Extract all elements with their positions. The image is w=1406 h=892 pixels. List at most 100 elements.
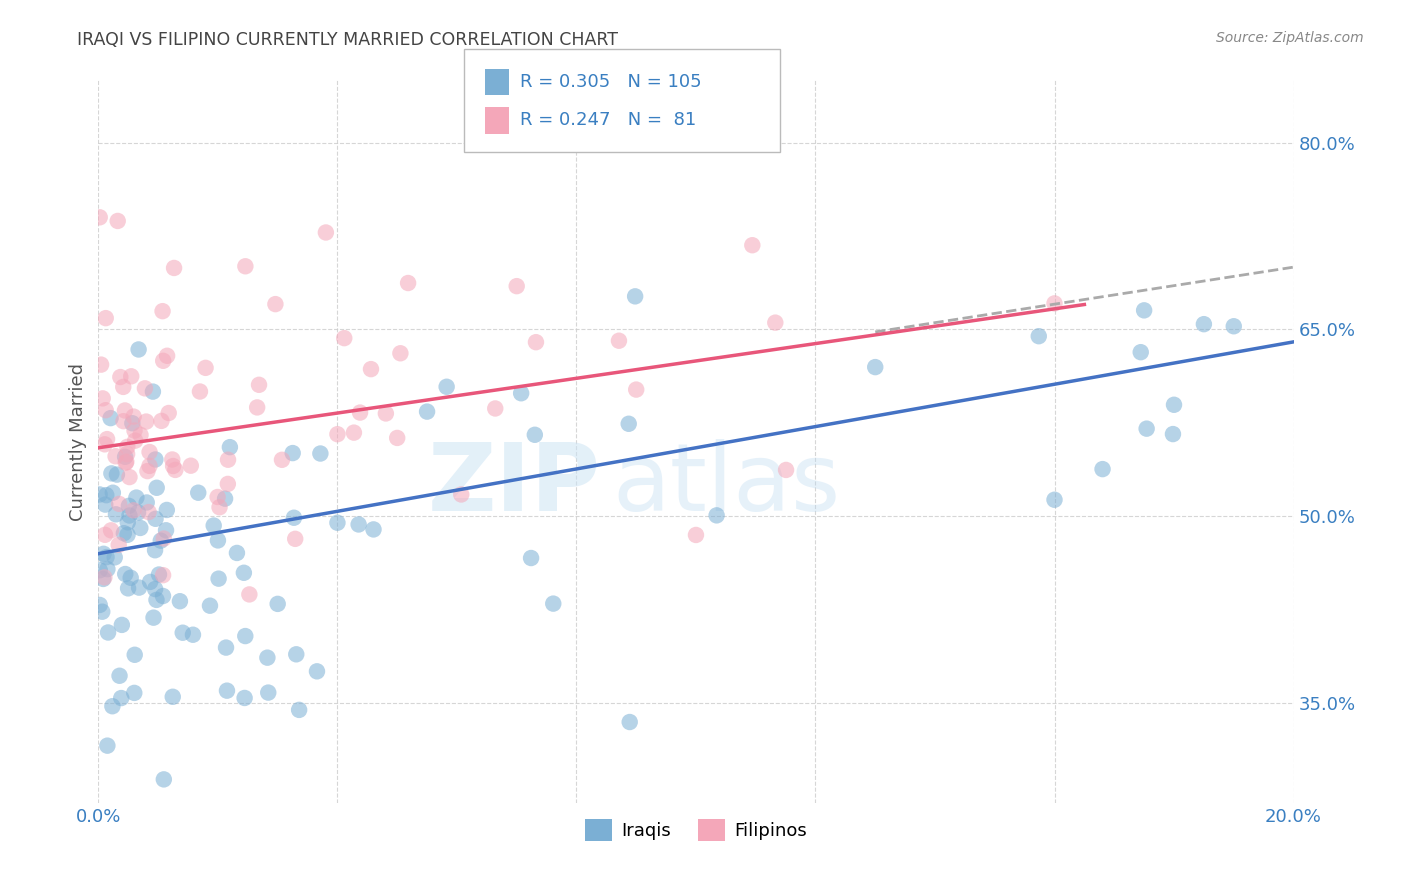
Point [207, 572, 229, 586]
Point [1028, 329, 1050, 343]
Point [288, 703, 311, 717]
Point [226, 546, 249, 560]
Point [96, 432, 118, 446]
Point [309, 446, 332, 460]
Point [257, 685, 280, 699]
Point [96, 488, 118, 502]
Point [156, 349, 179, 363]
Point [94, 528, 117, 542]
Point [143, 543, 166, 558]
Point [100, 524, 122, 538]
Point [107, 538, 129, 552]
Point [124, 686, 146, 700]
Point [619, 714, 641, 729]
Point [114, 456, 136, 470]
Point [97, 625, 120, 640]
Point [90, 358, 112, 372]
Point [326, 516, 349, 530]
Point [207, 490, 229, 504]
Point [543, 597, 565, 611]
Point [115, 447, 138, 461]
Point [100, 411, 122, 425]
Point [232, 566, 254, 580]
Point [121, 416, 143, 430]
Point [264, 297, 287, 311]
Point [389, 346, 412, 360]
Text: atlas: atlas [613, 439, 841, 531]
Point [142, 610, 165, 624]
Point [134, 381, 156, 395]
Point [162, 690, 184, 704]
Point [162, 458, 184, 473]
Point [129, 521, 152, 535]
Point [624, 289, 647, 303]
Point [100, 467, 122, 481]
Point [94, 403, 117, 417]
Point [256, 650, 278, 665]
Point [436, 380, 458, 394]
Point [685, 528, 707, 542]
Point [396, 276, 419, 290]
Point [215, 640, 238, 655]
Point [117, 516, 139, 530]
Point [91, 392, 114, 406]
Point [155, 523, 177, 537]
Point [152, 589, 174, 603]
Point [152, 304, 174, 318]
Point [775, 463, 797, 477]
Point [1136, 422, 1159, 436]
Point [145, 481, 167, 495]
Point [285, 648, 308, 662]
Point [128, 581, 150, 595]
Point [214, 491, 236, 506]
Point [93, 437, 115, 451]
Point [89, 487, 111, 501]
Point [1223, 319, 1246, 334]
Point [741, 238, 763, 252]
Point [139, 574, 162, 589]
Point [360, 362, 382, 376]
Point [110, 370, 132, 384]
Point [122, 409, 145, 424]
Point [305, 665, 328, 679]
Text: ZIP: ZIP [427, 439, 600, 531]
Point [524, 335, 547, 350]
Point [520, 551, 543, 566]
Text: IRAQI VS FILIPINO CURRENTLY MARRIED CORRELATION CHART: IRAQI VS FILIPINO CURRENTLY MARRIED CORR… [77, 31, 619, 49]
Point [374, 407, 396, 421]
Point [94, 498, 117, 512]
Point [156, 503, 179, 517]
Point [111, 618, 134, 632]
Point [101, 485, 124, 500]
Point [112, 526, 135, 541]
Point [271, 452, 294, 467]
Point [198, 599, 221, 613]
Point [187, 485, 209, 500]
Point [96, 550, 118, 565]
Point [523, 427, 546, 442]
Point [96, 739, 118, 753]
Point [333, 331, 356, 345]
Point [706, 508, 728, 523]
Point [1091, 462, 1114, 476]
Point [120, 369, 142, 384]
Point [120, 571, 142, 585]
Point [124, 648, 146, 662]
Point [112, 414, 135, 428]
Point [145, 593, 167, 607]
Point [510, 386, 533, 401]
Point [124, 424, 146, 438]
Point [138, 458, 160, 473]
Point [207, 533, 229, 548]
Point [283, 510, 305, 524]
Point [506, 279, 529, 293]
Point [110, 691, 132, 706]
Point [153, 772, 176, 787]
Point [125, 491, 148, 505]
Point [484, 401, 506, 416]
Point [238, 587, 260, 601]
Point [108, 669, 131, 683]
Point [233, 629, 256, 643]
Point [148, 567, 170, 582]
Point [181, 628, 204, 642]
